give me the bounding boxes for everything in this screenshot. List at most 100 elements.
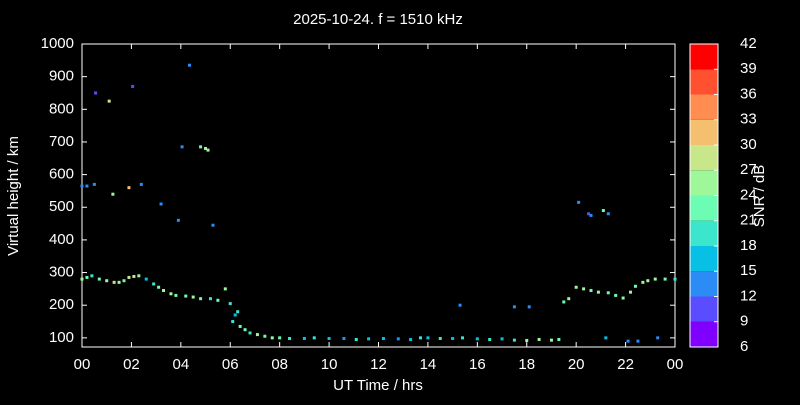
- point: [381, 337, 385, 341]
- point: [562, 300, 566, 304]
- point: [94, 91, 98, 95]
- y-tick-label: 200: [49, 296, 74, 313]
- point: [673, 277, 677, 281]
- point: [255, 333, 259, 337]
- y-tick-label: 300: [49, 264, 74, 281]
- colorbar-tick-label: 21: [740, 212, 757, 229]
- point: [248, 331, 252, 335]
- point: [663, 277, 667, 281]
- point: [127, 275, 131, 279]
- y-tick-label: 800: [49, 100, 74, 117]
- point: [278, 336, 282, 340]
- point: [589, 289, 593, 293]
- point: [139, 182, 143, 186]
- point: [85, 275, 89, 279]
- point: [174, 293, 178, 297]
- point: [131, 84, 135, 88]
- x-tick-label: 00: [667, 356, 684, 373]
- point: [231, 320, 235, 324]
- point: [137, 274, 141, 278]
- colorbar-band: [690, 170, 718, 196]
- point: [451, 337, 455, 341]
- x-tick-label: 16: [469, 356, 486, 373]
- point: [525, 338, 529, 342]
- point: [653, 277, 657, 281]
- point: [354, 337, 358, 341]
- point: [92, 182, 96, 186]
- point: [636, 339, 640, 343]
- x-tick-label: 06: [222, 356, 239, 373]
- colorbar-tick-label: 18: [740, 237, 757, 254]
- point: [122, 279, 126, 283]
- y-tick-label: 500: [49, 198, 74, 215]
- colorbar-tick-label: 15: [740, 262, 757, 279]
- point: [596, 290, 600, 294]
- chart-title: 2025-10-24. f = 1510 kHz: [293, 11, 463, 28]
- colorbar-band: [690, 145, 718, 171]
- point: [132, 274, 136, 278]
- point: [162, 289, 166, 293]
- point: [589, 213, 593, 217]
- point: [107, 99, 111, 103]
- x-tick-label: 10: [321, 356, 338, 373]
- colorbar-tick-label: 30: [740, 136, 757, 153]
- point: [512, 305, 516, 309]
- x-axis-label: UT Time / hrs: [333, 377, 423, 394]
- point: [527, 305, 531, 309]
- y-tick-label: 1000: [41, 35, 74, 52]
- point: [176, 218, 180, 222]
- point: [633, 284, 637, 288]
- y-tick-label: 700: [49, 133, 74, 150]
- point: [396, 337, 400, 341]
- colorbar-tick-label: 36: [740, 85, 757, 102]
- point: [270, 336, 274, 340]
- point: [228, 302, 232, 306]
- point: [199, 145, 203, 149]
- point: [152, 282, 156, 286]
- colorbar-band: [690, 94, 718, 120]
- point: [159, 202, 163, 206]
- y-tick-label: 100: [49, 329, 74, 346]
- x-tick-label: 02: [123, 356, 140, 373]
- point: [263, 334, 267, 338]
- point: [204, 146, 208, 150]
- point: [105, 279, 109, 283]
- point: [288, 337, 292, 341]
- colorbar-band: [690, 271, 718, 297]
- point: [191, 295, 195, 299]
- point: [144, 277, 148, 281]
- point: [302, 337, 306, 341]
- colorbar-tick-label: 33: [740, 111, 757, 128]
- colorbar-band: [690, 44, 718, 70]
- colorbar-band: [690, 296, 718, 322]
- y-axis-label: Virtual height / km: [5, 136, 22, 256]
- point: [111, 192, 115, 196]
- point: [646, 279, 650, 283]
- point: [409, 337, 413, 341]
- colorbar-band: [690, 321, 718, 347]
- point: [169, 292, 173, 296]
- point: [199, 297, 203, 301]
- point: [90, 274, 94, 278]
- point: [80, 277, 84, 281]
- colorbar-tick-label: 9: [740, 313, 748, 330]
- colorbar-label: SNR / dB: [751, 165, 768, 228]
- colorbar-tick-label: 24: [740, 186, 757, 203]
- point: [549, 338, 553, 342]
- point: [184, 294, 188, 298]
- point: [426, 336, 430, 340]
- point: [157, 285, 161, 289]
- x-tick-label: 12: [370, 356, 387, 373]
- y-tick-label: 900: [49, 68, 74, 85]
- point: [577, 200, 581, 204]
- x-tick-label: 08: [271, 356, 288, 373]
- point: [238, 324, 242, 328]
- point: [601, 209, 605, 213]
- x-tick-label: 20: [568, 356, 585, 373]
- point: [512, 338, 516, 342]
- colorbar-band: [690, 119, 718, 145]
- point: [604, 336, 608, 340]
- point: [629, 290, 633, 294]
- point: [187, 63, 191, 67]
- point: [567, 297, 571, 301]
